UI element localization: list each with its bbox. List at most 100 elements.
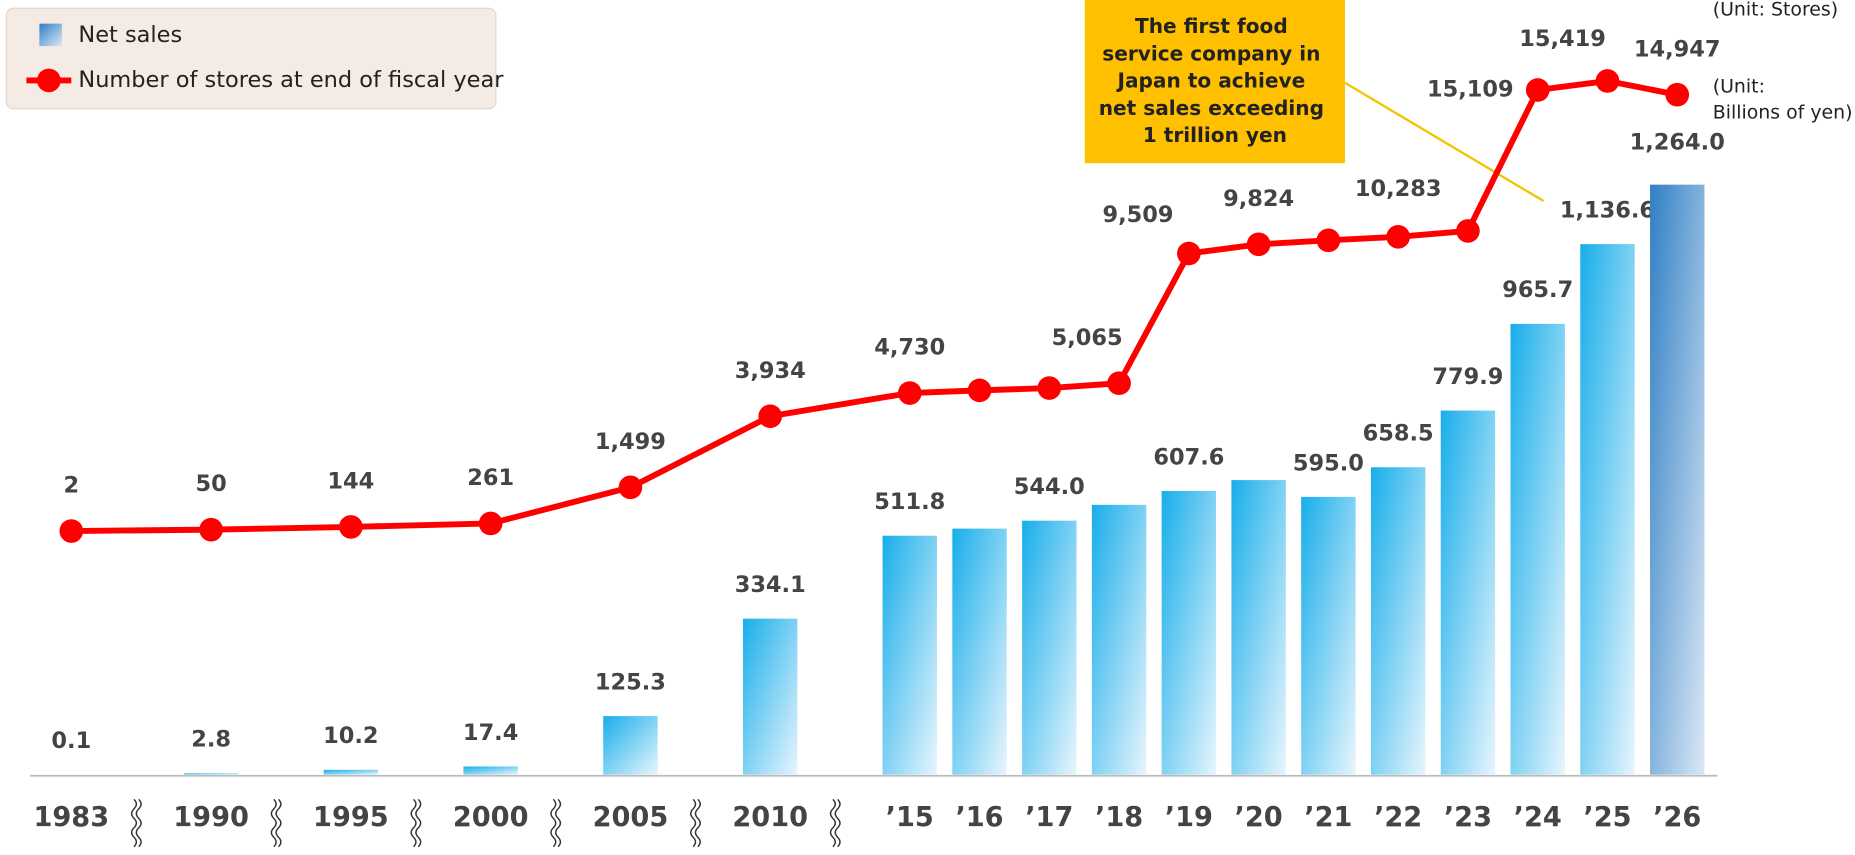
unit-label: (Unit: Billions of yen) (1713, 75, 1853, 123)
x-tick-label: ’26 (1653, 802, 1701, 833)
data-label: 9,509 (1102, 202, 1173, 228)
x-tick-label: ’24 (1514, 802, 1562, 833)
x-tick-label: ’25 (1583, 802, 1631, 833)
line-marker (199, 517, 223, 542)
axis-break (829, 798, 841, 848)
line-marker (1316, 228, 1341, 253)
x-tick-label: ’15 (886, 802, 934, 833)
axis-break (690, 798, 701, 848)
x-tick-label: ’19 (1165, 802, 1213, 833)
data-label: 2.8 (191, 727, 231, 753)
line-marker (967, 378, 992, 403)
annotation-line (1344, 81, 1545, 203)
data-label: 511.8 (874, 489, 945, 515)
line-marker (1246, 232, 1271, 257)
data-label: 9,824 (1223, 186, 1294, 212)
data-label: 2 (64, 473, 80, 499)
legend-label: Number of stores at end of fiscal year (78, 67, 504, 93)
x-tick-label: ’22 (1374, 802, 1422, 833)
x-tick-label: 1995 (313, 802, 389, 833)
line-marker (59, 519, 84, 543)
annotation-box (1084, 0, 1345, 164)
data-label: 14,947 (1634, 36, 1721, 62)
data-label: 965.7 (1502, 277, 1573, 303)
line-marker (1386, 224, 1410, 249)
line-marker (758, 404, 783, 429)
annotation: The first food service company in Japan … (1099, 14, 1331, 147)
data-label: 10.2 (323, 723, 378, 749)
data-label: 334.1 (735, 572, 806, 598)
data-label: 1,264.0 (1630, 130, 1725, 156)
axis-break (550, 798, 562, 848)
x-tick-label: 2010 (732, 802, 808, 833)
line-marker (618, 475, 643, 500)
bar (1580, 244, 1635, 775)
data-label: 595.0 (1293, 450, 1364, 476)
data-label: 544.0 (1014, 474, 1085, 500)
bar (323, 769, 379, 775)
line-marker (478, 511, 503, 536)
data-label: 779.9 (1432, 364, 1503, 390)
data-label: 144 (327, 468, 374, 494)
bar (1370, 467, 1426, 775)
x-tick-label: 1990 (173, 802, 249, 833)
data-label: 4,730 (874, 335, 945, 361)
axis-break (130, 798, 142, 848)
bar (1650, 184, 1705, 775)
x-tick-label: 1983 (33, 802, 109, 833)
line-marker (1525, 78, 1550, 102)
data-label: 261 (467, 465, 514, 491)
x-tick-label: ’16 (955, 802, 1003, 833)
bar (1440, 410, 1496, 775)
data-label: 658.5 (1363, 421, 1434, 447)
line-marker (1037, 376, 1062, 400)
line-marker (1456, 219, 1480, 243)
data-label: 1,499 (595, 429, 666, 455)
data-label: 3,934 (735, 358, 806, 384)
bar (1161, 491, 1217, 775)
bar (1022, 520, 1077, 775)
bar (183, 773, 239, 775)
x-tick-label: ’23 (1444, 802, 1492, 833)
data-label: 50 (195, 471, 226, 497)
line-marker (1107, 371, 1131, 396)
line-marker (1595, 69, 1620, 93)
bar (952, 528, 1007, 775)
data-label: 125.3 (595, 669, 666, 695)
legend-marker (37, 68, 61, 93)
line-marker (897, 381, 922, 405)
x-tick-label: ’21 (1304, 802, 1352, 833)
data-label: 607.6 (1153, 444, 1224, 470)
line-marker (1177, 241, 1201, 266)
bar (1091, 504, 1147, 775)
line-marker (1665, 82, 1690, 107)
line-marker (339, 515, 363, 539)
data-label: 0.1 (51, 728, 91, 754)
x-tick-label: ’18 (1095, 802, 1143, 833)
bar (882, 535, 937, 775)
data-label: 15,109 (1427, 77, 1514, 103)
legend-swatch (39, 23, 62, 47)
bar (743, 618, 798, 775)
axis-break (410, 798, 422, 848)
legend-box (5, 7, 497, 110)
x-tick-label: 2000 (453, 802, 529, 833)
data-label: 5,065 (1052, 325, 1123, 351)
line (71, 77, 1678, 535)
axis-break (270, 798, 282, 848)
x-tick-label: ’20 (1235, 802, 1283, 833)
data-label: 15,419 (1519, 26, 1606, 52)
bar (1231, 480, 1286, 775)
bar (1301, 496, 1356, 775)
data-label: 17.4 (463, 720, 518, 746)
data-label: 10,283 (1355, 176, 1442, 202)
legend-label: Net sales (78, 22, 182, 48)
bar (1510, 323, 1565, 775)
data-label: 1,136.6 (1560, 197, 1655, 223)
x-tick-label: ’17 (1025, 802, 1073, 833)
bar (463, 766, 518, 775)
unit-label: (Unit: Stores) (1713, 0, 1838, 20)
x-tick-label: 2005 (593, 802, 669, 833)
bar (603, 716, 658, 775)
